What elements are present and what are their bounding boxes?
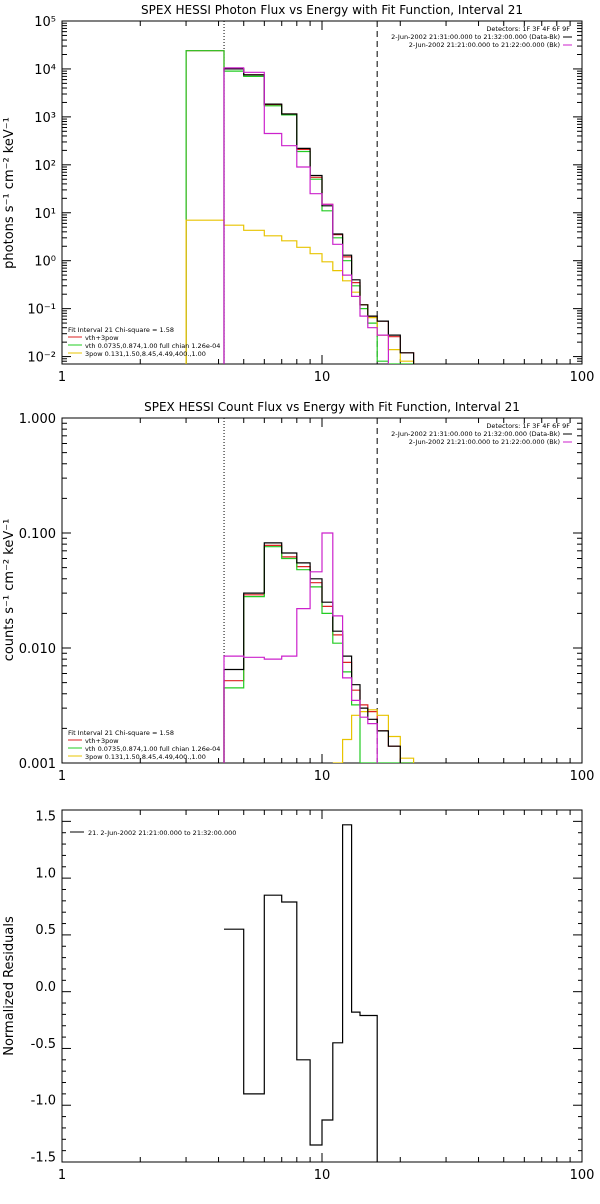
panel2-series-background (223, 532, 378, 763)
panel3-ytick-label-3: 0.0 (35, 980, 56, 995)
panel1-xtick-label-0: 1 (58, 370, 66, 385)
panel2-ytick-label-2: 0.100 (19, 527, 56, 542)
panel2-fit-line-2: vth 0.0735,0.874,1.00 full chian 1.26e-0… (85, 745, 220, 753)
panel-residuals: Normalized Residuals 1 10 100 -1.5 -1.0 -0.5 0… (2, 809, 595, 1183)
panel2-ytick-label-3: 1.000 (19, 412, 56, 427)
panel1-title: SPEX HESSI Photon Flux vs Energy with Fi… (141, 3, 523, 17)
panel1-ytick-label-4: 10² (34, 159, 56, 174)
panel3-ytick-label-2: -0.5 (31, 1037, 56, 1052)
panel1-fit-legend: Fit Interval 21 Chi-square = 1.58 vth+3p… (68, 326, 220, 358)
panel1-ytick-label-3: 10¹ (34, 207, 56, 222)
panel3-xtick-label-1: 10 (314, 1168, 331, 1183)
panel1-ytick-label-6: 10⁴ (34, 63, 56, 78)
panel2-plot-area (223, 418, 415, 763)
panel1-series-observed (223, 68, 415, 364)
panel3-ticks: 1 10 100 -1.5 -1.0 -0.5 0.0 0.5 1.0 1.5 (31, 809, 595, 1183)
panel3-ytick-label-6: 1.5 (35, 810, 56, 825)
panel1-bk-interval: 2-Jun-2002 21:21:00.000 to 21:22:00.000 … (409, 41, 560, 49)
panel1-ytick-label-2: 10⁰ (34, 255, 56, 270)
panel1-fit-line-0: Fit Interval 21 Chi-square = 1.58 (68, 326, 174, 334)
panel1-xtick-label-1: 10 (314, 370, 331, 385)
panel1-series-background (223, 67, 389, 364)
panel1-plot-area (185, 21, 415, 364)
panel2-fit-line-3: 3pow 0.131,1.50,8.45,4.49,400.,1.00 (85, 753, 206, 761)
panel2-fit-line-0: Fit Interval 21 Chi-square = 1.58 (68, 729, 174, 737)
panel2-xtick-label-2: 100 (570, 769, 595, 784)
panel2-fit-legend: Fit Interval 21 Chi-square = 1.58 vth+3p… (68, 729, 220, 761)
panel1-ticks: 1 10 100 10⁻² 10⁻¹ 10⁰ 10¹ 10² 10³ 10⁴ 10⁵ (27, 15, 594, 385)
panel3-xtick-label-2: 100 (570, 1168, 595, 1183)
panel3-ytick-label-5: 1.0 (35, 866, 56, 881)
panel2-detectors: Detectors: 1F 3F 4F 6F 9F (486, 422, 570, 430)
panel3-plot-area (224, 824, 378, 1162)
panel1-ytick-label-0: 10⁻² (27, 351, 56, 366)
panel1-xtick-label-2: 100 (570, 370, 595, 385)
panel1-ytick-label-7: 10⁵ (34, 15, 56, 30)
panel3-series-residuals (224, 824, 378, 1162)
panel1-fit-line-1: vth+3pow (85, 334, 119, 342)
panel2-fit-line-1: vth+3pow (85, 737, 119, 745)
panel2-xtick-label-0: 1 (58, 769, 66, 784)
panel3-ytick-label-4: 0.5 (35, 923, 56, 938)
panel3-ytick-label-0: -1.5 (31, 1150, 56, 1165)
panel2-series-observed (223, 542, 401, 763)
panel-photon-flux: SPEX HESSI Photon Flux vs Energy with Fi… (2, 3, 594, 385)
panel1-header: Detectors: 1F 3F 4F 6F 9F 2-Jun-2002 21:… (391, 25, 572, 49)
panel2-ytick-label-0: 0.001 (19, 757, 56, 772)
panel1-y-axis-label: photons s⁻¹ cm⁻² keV⁻¹ (2, 117, 17, 269)
panel1-ytick-label-5: 10³ (34, 111, 56, 126)
panel2-bk-interval: 2-Jun-2002 21:21:00.000 to 21:22:00.000 … (409, 438, 560, 446)
panel2-y-axis-label: counts s⁻¹ cm⁻² keV⁻¹ (2, 519, 17, 662)
panel1-detectors: Detectors: 1F 3F 4F 6F 9F (486, 25, 570, 33)
panel3-legend: 21. 2-Jun-2002 21:21:00.000 to 21:32:00.… (70, 829, 236, 837)
panel3-y-axis-label: Normalized Residuals (2, 916, 17, 1056)
panel2-xtick-label-1: 10 (314, 769, 331, 784)
panel3-ytick-label-1: -1.0 (31, 1094, 56, 1109)
panel1-series-vth (185, 50, 414, 364)
panel3-legend-text: 21. 2-Jun-2002 21:21:00.000 to 21:32:00.… (88, 829, 236, 837)
panel2-ticks: 1 10 100 0.001 0.010 0.100 1.000 (19, 412, 595, 784)
panel2-header: Detectors: 1F 3F 4F 6F 9F 2-Jun-2002 21:… (391, 422, 572, 446)
panel3-xtick-label-0: 1 (58, 1168, 66, 1183)
panel2-title: SPEX HESSI Count Flux vs Energy with Fit… (144, 400, 520, 414)
panel1-data-interval: 2-Jun-2002 21:31:00.000 to 21:32:00.000 … (391, 33, 560, 41)
panel2-data-interval: 2-Jun-2002 21:31:00.000 to 21:32:00.000 … (391, 430, 560, 438)
panel1-fit-line-3: 3pow 0.131,1.50,8.45,4.49,400.,1.00 (85, 350, 206, 358)
panel1-ytick-label-1: 10⁻¹ (27, 303, 56, 318)
panel-count-flux: SPEX HESSI Count Flux vs Energy with Fit… (2, 400, 594, 784)
panel1-fit-line-2: vth 0.0735,0.874,1.00 full chian 1.26e-0… (85, 342, 220, 350)
panel2-ytick-label-1: 0.010 (19, 642, 56, 657)
